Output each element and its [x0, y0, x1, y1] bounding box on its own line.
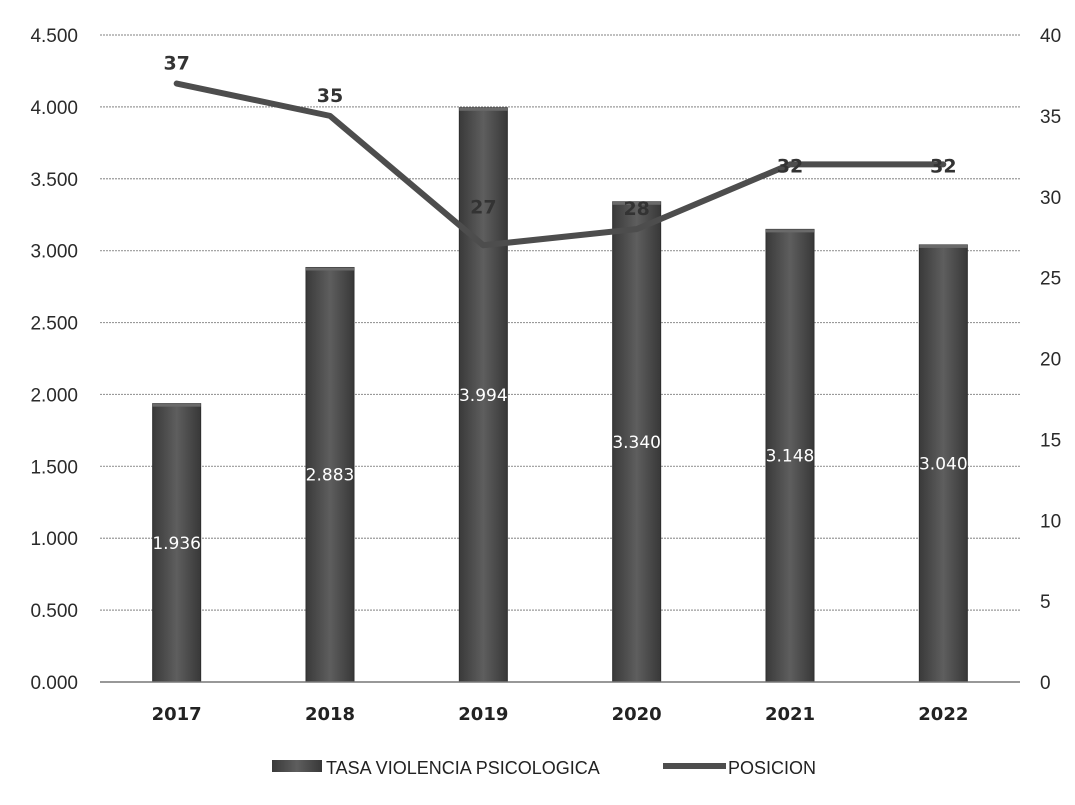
position-value-label: 37 [163, 53, 189, 75]
y-right-tick-label: 40 [1040, 26, 1061, 47]
gridlines [100, 34, 1020, 611]
y-left-tick-label: 0.500 [30, 601, 78, 622]
bar-top-highlight [612, 201, 661, 205]
y-left-tick-label: 0.000 [30, 673, 78, 694]
x-tick-label: 2022 [918, 704, 968, 725]
y-right-tick-label: 10 [1040, 511, 1061, 532]
bar-top-highlight [919, 244, 968, 248]
position-line-path [173, 80, 947, 249]
y-right-tick-label: 30 [1040, 188, 1061, 209]
bar-top-highlight [306, 267, 354, 271]
bar [152, 403, 202, 683]
bar-value-label: 3.040 [919, 454, 968, 474]
y-left-tick-label: 2.000 [30, 385, 78, 406]
bar-top-highlight [459, 107, 508, 111]
y-right-tick-label: 20 [1040, 350, 1061, 371]
legend-swatch-bar [272, 760, 322, 772]
y-left-tick-label: 4.500 [30, 26, 78, 47]
position-labels: 37 35 27 28 32 32 [163, 53, 956, 221]
position-value-label: 32 [930, 155, 956, 177]
bars [152, 107, 968, 683]
y-left-tick-label: 3.000 [30, 242, 78, 263]
x-tick-label: 2018 [305, 704, 355, 725]
y-right-tick-label: 15 [1040, 430, 1061, 451]
x-tick-label: 2017 [152, 704, 202, 725]
bar-value-label: 1.936 [152, 534, 201, 554]
legend-label-bar: TASA VIOLENCIA PSICOLOGICA [326, 758, 600, 778]
y-right-tick-label: 5 [1040, 592, 1051, 613]
bar-value-label: 3.148 [766, 447, 815, 467]
position-value-label: 28 [623, 198, 649, 220]
x-tick-label: 2019 [458, 704, 508, 725]
y-left-tick-label: 1.500 [30, 457, 78, 478]
y-left-tick-label: 2.500 [30, 314, 78, 335]
position-line [173, 80, 947, 249]
y-right-tick-label: 35 [1040, 107, 1061, 128]
legend: TASA VIOLENCIA PSICOLOGICA POSICION [272, 758, 816, 778]
y-right-tick-label: 25 [1040, 269, 1061, 290]
position-value-label: 32 [777, 155, 803, 177]
bar-top-highlight [766, 229, 814, 233]
bar-top-highlight [152, 403, 201, 407]
y-right-tick-label: 0 [1040, 673, 1051, 694]
position-value-label: 27 [470, 196, 496, 218]
bar-value-label: 3.340 [612, 433, 661, 453]
bar-value-label: 2.883 [306, 466, 355, 486]
bar [458, 107, 508, 683]
y-left-tick-label: 4.000 [30, 98, 78, 119]
bar-labels: 1.936 2.883 3.994 3.340 3.148 3.040 [152, 386, 967, 554]
position-value-label: 35 [317, 85, 343, 107]
y-left-tick-label: 3.500 [30, 170, 78, 191]
x-tick-label: 2021 [765, 704, 815, 725]
bar-value-label: 3.994 [459, 386, 508, 406]
legend-label-line: POSICION [728, 758, 816, 778]
axes: 0.000 0.500 1.000 1.500 2.000 2.500 3.000 3.500… [30, 26, 1061, 725]
y-left-tick-label: 1.000 [30, 529, 78, 550]
bar [765, 228, 815, 683]
bar [612, 201, 662, 683]
x-tick-label: 2020 [612, 704, 662, 725]
